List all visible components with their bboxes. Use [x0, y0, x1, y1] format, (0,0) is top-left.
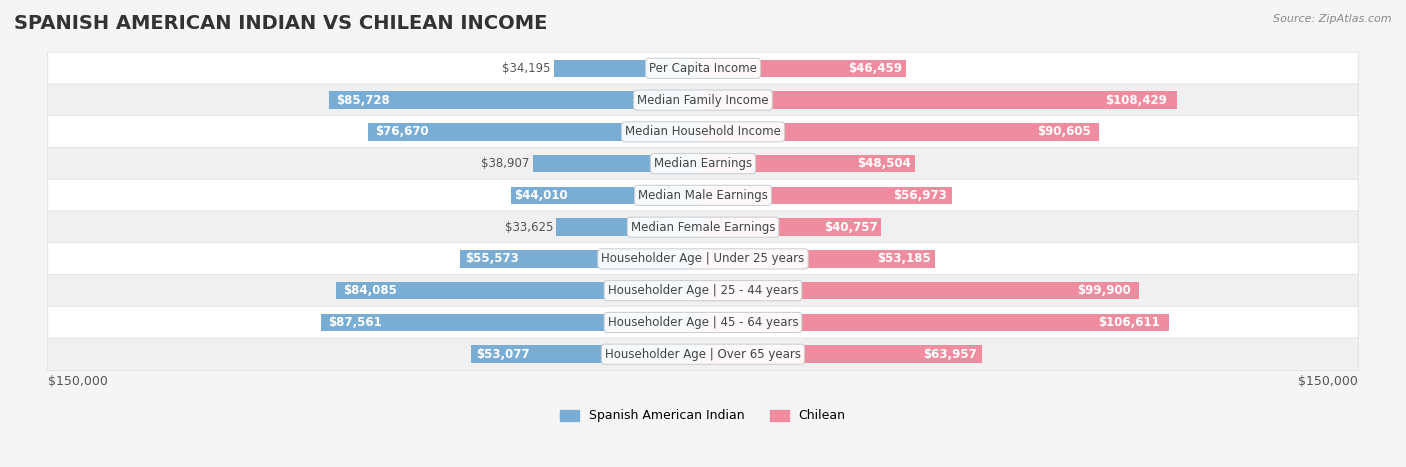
Text: $87,561: $87,561 — [328, 316, 382, 329]
Text: $85,728: $85,728 — [336, 93, 389, 106]
Text: $33,625: $33,625 — [505, 220, 553, 234]
Bar — [703, 250, 935, 268]
FancyBboxPatch shape — [48, 243, 1358, 275]
Text: $99,900: $99,900 — [1077, 284, 1130, 297]
Text: Householder Age | 45 - 64 years: Householder Age | 45 - 64 years — [607, 316, 799, 329]
Text: $53,077: $53,077 — [475, 348, 529, 361]
Bar — [703, 60, 905, 77]
Bar — [703, 123, 1098, 141]
Text: $76,670: $76,670 — [375, 125, 429, 138]
FancyBboxPatch shape — [48, 116, 1358, 148]
Text: $34,195: $34,195 — [502, 62, 551, 75]
Bar — [336, 282, 703, 299]
Text: $55,573: $55,573 — [465, 252, 519, 265]
FancyBboxPatch shape — [48, 306, 1358, 339]
Text: $106,611: $106,611 — [1098, 316, 1160, 329]
Text: $56,973: $56,973 — [893, 189, 946, 202]
Text: SPANISH AMERICAN INDIAN VS CHILEAN INCOME: SPANISH AMERICAN INDIAN VS CHILEAN INCOM… — [14, 14, 547, 33]
Bar — [554, 60, 703, 77]
Bar — [703, 346, 983, 363]
FancyBboxPatch shape — [48, 179, 1358, 212]
Text: Per Capita Income: Per Capita Income — [650, 62, 756, 75]
Bar — [703, 282, 1139, 299]
Text: Median Male Earnings: Median Male Earnings — [638, 189, 768, 202]
Bar — [533, 155, 703, 172]
Bar — [557, 219, 703, 236]
Bar — [703, 92, 1177, 109]
Text: $40,757: $40,757 — [824, 220, 877, 234]
Text: Householder Age | Over 65 years: Householder Age | Over 65 years — [605, 348, 801, 361]
FancyBboxPatch shape — [48, 148, 1358, 180]
FancyBboxPatch shape — [48, 52, 1358, 85]
Legend: Spanish American Indian, Chilean: Spanish American Indian, Chilean — [555, 404, 851, 427]
Bar — [471, 346, 703, 363]
Text: Source: ZipAtlas.com: Source: ZipAtlas.com — [1274, 14, 1392, 24]
Bar — [460, 250, 703, 268]
FancyBboxPatch shape — [48, 338, 1358, 370]
Bar — [510, 187, 703, 204]
Bar — [329, 92, 703, 109]
Bar — [703, 314, 1168, 331]
Text: $90,605: $90,605 — [1038, 125, 1091, 138]
Bar — [703, 187, 952, 204]
Text: Householder Age | 25 - 44 years: Householder Age | 25 - 44 years — [607, 284, 799, 297]
Bar — [703, 155, 915, 172]
Text: Median Female Earnings: Median Female Earnings — [631, 220, 775, 234]
FancyBboxPatch shape — [48, 211, 1358, 243]
FancyBboxPatch shape — [48, 84, 1358, 116]
Bar — [703, 219, 882, 236]
Text: $46,459: $46,459 — [848, 62, 901, 75]
Text: $48,504: $48,504 — [856, 157, 911, 170]
Text: $150,000: $150,000 — [1298, 375, 1358, 388]
Text: Median Family Income: Median Family Income — [637, 93, 769, 106]
Text: $63,957: $63,957 — [924, 348, 977, 361]
Text: Householder Age | Under 25 years: Householder Age | Under 25 years — [602, 252, 804, 265]
Text: $38,907: $38,907 — [481, 157, 530, 170]
Text: Median Household Income: Median Household Income — [626, 125, 780, 138]
Bar — [368, 123, 703, 141]
Text: $108,429: $108,429 — [1105, 93, 1167, 106]
Text: $44,010: $44,010 — [515, 189, 568, 202]
FancyBboxPatch shape — [48, 275, 1358, 307]
Text: $53,185: $53,185 — [877, 252, 931, 265]
Text: Median Earnings: Median Earnings — [654, 157, 752, 170]
Bar — [321, 314, 703, 331]
Text: $150,000: $150,000 — [48, 375, 108, 388]
Text: $84,085: $84,085 — [343, 284, 396, 297]
